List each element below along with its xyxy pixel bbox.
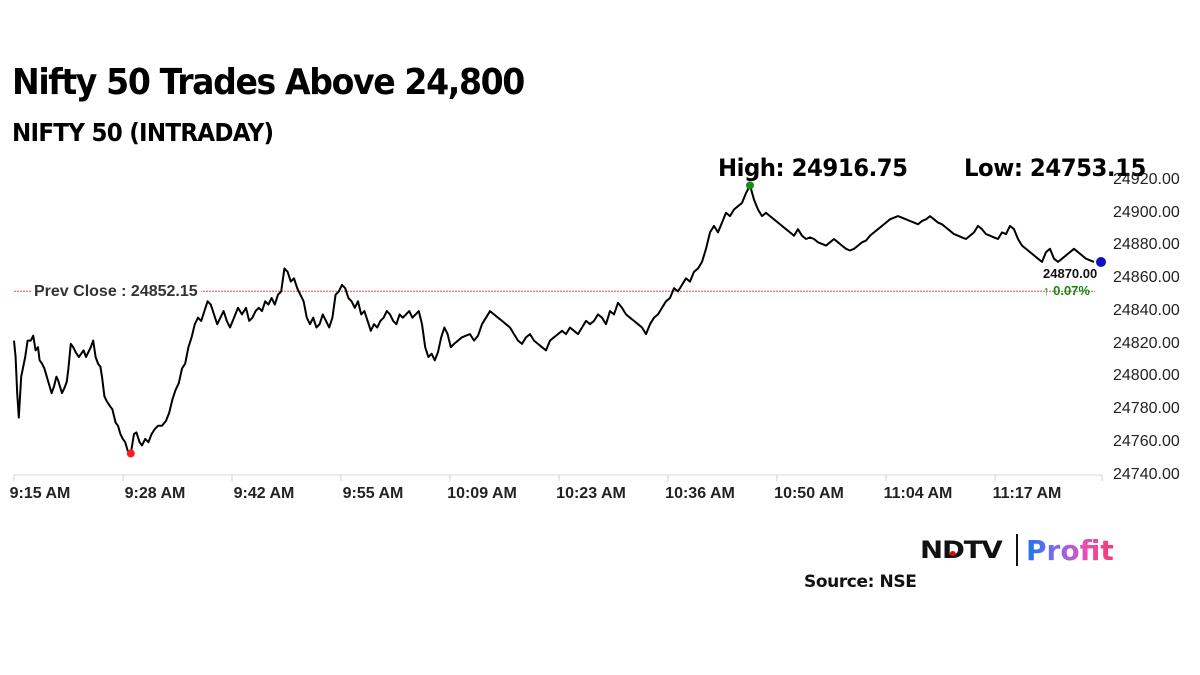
high-label: High: 24916.75 (718, 154, 908, 182)
y-tick-label: 24840.00 (1113, 302, 1180, 319)
ndtv-profit-logo: NDTV Profit (920, 532, 1114, 568)
y-tick-label: 24800.00 (1113, 367, 1180, 384)
low-label: Low: 24753.15 (964, 154, 1146, 182)
ndtv-text: NDTV (920, 536, 1003, 564)
last-price-label: 24870.00 (1043, 266, 1098, 281)
price-line (13, 184, 1095, 455)
y-tick-label: 24780.00 (1113, 400, 1180, 417)
y-tick-label: 24760.00 (1113, 433, 1180, 450)
x-tick-label: 9:42 AM (233, 485, 295, 502)
y-tick-label: 24900.00 (1113, 204, 1180, 221)
x-tick-label: 9:15 AM (9, 485, 71, 502)
high-marker (746, 181, 754, 190)
x-tick-label: 9:55 AM (342, 485, 404, 502)
ndtv-wordmark: NDTV (920, 536, 1026, 564)
y-tick-label: 24860.00 (1113, 269, 1180, 286)
x-tick-label: 10:09 AM (447, 485, 517, 502)
y-tick-label: 24920.00 (1113, 171, 1180, 188)
change-percent-label: ↑ 0.07% (1043, 283, 1090, 298)
x-tick-label: 10:36 AM (665, 485, 735, 502)
y-tick-label: 24740.00 (1113, 466, 1180, 483)
chart-title: Nifty 50 Trades Above 24,800 (12, 62, 525, 103)
profit-wordmark: Profit (1026, 533, 1114, 567)
prev-close-label: Prev Close : 24852.15 (31, 283, 201, 301)
y-tick-label: 24820.00 (1113, 335, 1180, 352)
y-tick-label: 24880.00 (1113, 236, 1180, 253)
ndtv-red-dot-icon (949, 551, 956, 556)
x-tick-label: 10:23 AM (556, 485, 626, 502)
logo-divider (1016, 534, 1018, 566)
last-price-marker (1096, 257, 1106, 267)
x-tick-label: 11:17 AM (992, 485, 1062, 502)
x-tick-label: 10:50 AM (774, 485, 844, 502)
chart-subtitle: NIFTY 50 (INTRADAY) (12, 118, 274, 147)
x-axis-ticks (13, 475, 1103, 481)
x-tick-label: 9:28 AM (124, 485, 186, 502)
x-tick-label: 11:04 AM (883, 485, 953, 502)
low-marker (126, 449, 135, 458)
source-note: Source: NSE (804, 572, 917, 592)
